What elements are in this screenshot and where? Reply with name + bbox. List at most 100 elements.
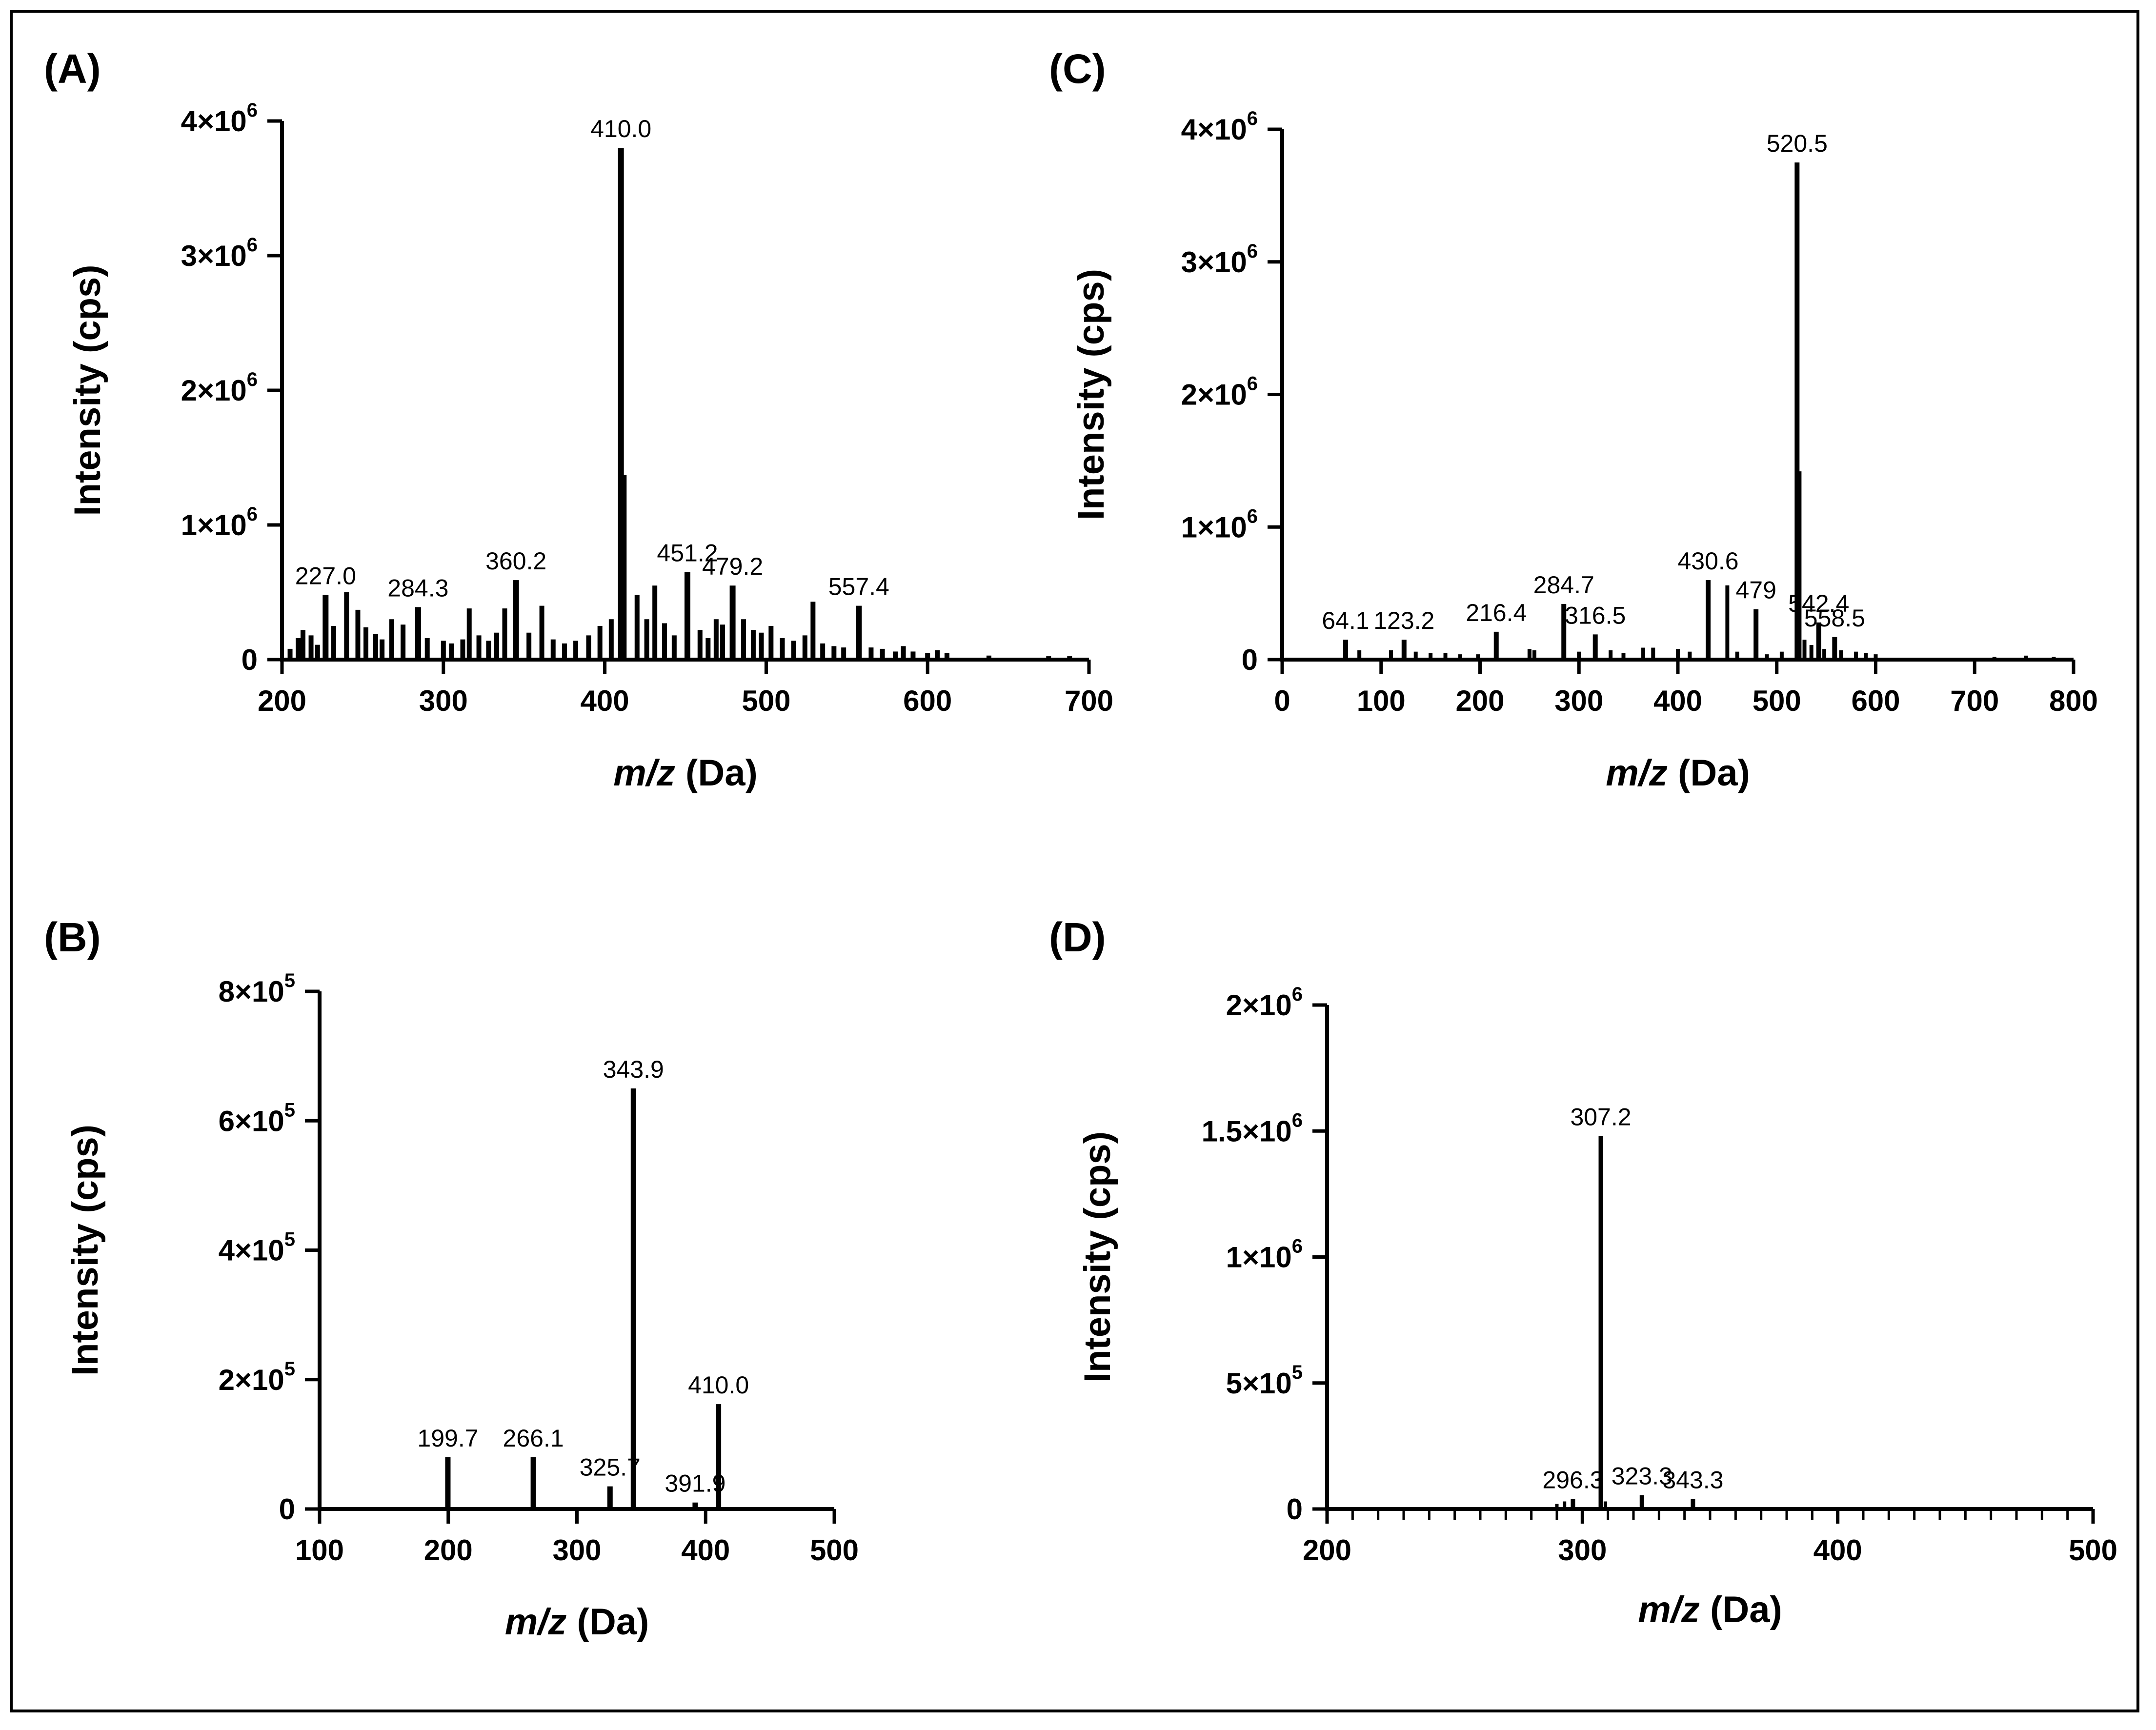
x-axis-title-italic: m/z	[1638, 1589, 1700, 1630]
peak-label: 343.3	[1662, 1466, 1723, 1493]
y-tick-base: 3×10	[181, 240, 247, 272]
y-tick-label: 3×106	[181, 234, 258, 272]
panel-label: (C)	[1049, 46, 1106, 92]
y-tick-exponent: 6	[1247, 108, 1258, 129]
x-tick-label: 800	[2049, 684, 2098, 717]
x-axis-title: m/z (Da)	[505, 1601, 649, 1643]
peak-label: 343.9	[603, 1056, 664, 1083]
x-tick-label: 600	[903, 684, 952, 717]
y-tick-base: 8×10	[219, 975, 284, 1008]
x-tick-label: 700	[1065, 684, 1113, 717]
y-tick-exponent: 6	[1247, 505, 1258, 527]
y-tick-label: 2×106	[1181, 373, 1258, 411]
y-tick-exponent: 6	[247, 503, 258, 525]
y-tick-base: 2×10	[219, 1364, 284, 1396]
x-axis-title-unit: (Da)	[675, 752, 758, 794]
peak-label: 307.2	[1570, 1104, 1631, 1131]
y-tick-exponent: 6	[1247, 241, 1258, 262]
peak-label: 316.5	[1565, 602, 1626, 629]
peak-label: 558.5	[1804, 604, 1865, 632]
y-tick-base: 2×10	[1226, 989, 1292, 1022]
y-tick-base: 1×10	[1226, 1241, 1292, 1274]
y-tick-base: 0	[1287, 1493, 1303, 1526]
x-axis-title-italic: m/z	[505, 1601, 567, 1643]
peak-label: 479	[1735, 577, 1776, 604]
peak-label: 542.4	[1788, 590, 1849, 617]
x-tick-label: 200	[258, 684, 306, 717]
y-tick-label: 1.5×106	[1202, 1109, 1303, 1147]
x-tick-label: 200	[1303, 1534, 1351, 1567]
peak-label: 520.5	[1767, 130, 1828, 157]
peak-label: 325.7	[580, 1454, 641, 1481]
peak-label: 391.9	[665, 1470, 725, 1497]
y-tick-base: 1.5×10	[1202, 1115, 1292, 1147]
y-tick-label: 0	[242, 644, 258, 676]
peak-label: 430.6	[1677, 547, 1738, 575]
x-tick-label: 100	[295, 1534, 344, 1567]
peak-label: 360.2	[485, 547, 546, 575]
chart-panel-b: (B) 199.7 266.1 325.7 343.9 391.9 410.0 100 200 3…	[44, 914, 859, 1643]
x-axis-title-unit: (Da)	[566, 1601, 649, 1643]
y-tick-label: 3×106	[1181, 241, 1258, 279]
y-axis-title: Intensity (cps)	[1077, 1131, 1118, 1383]
y-tick-base: 3×10	[1181, 246, 1247, 279]
y-tick-label: 5×105	[1226, 1362, 1303, 1400]
x-tick-label: 400	[681, 1534, 730, 1567]
peak-label: 284.3	[387, 574, 448, 602]
y-tick-base: 1×10	[1181, 511, 1247, 543]
y-tick-base: 4×10	[1181, 113, 1247, 146]
peak-label: 227.0	[295, 563, 356, 590]
x-axis-title-unit: (Da)	[1668, 752, 1750, 794]
peak-label: 199.7	[417, 1425, 478, 1452]
panel-label: (A)	[44, 46, 101, 92]
x-axis-title: m/z (Da)	[613, 752, 758, 794]
x-axis-title-unit: (Da)	[1700, 1589, 1782, 1630]
peak-label: 266.1	[503, 1425, 564, 1452]
y-tick-label: 4×106	[181, 100, 258, 138]
y-tick-exponent: 5	[284, 970, 295, 991]
x-tick-label: 600	[1851, 684, 1900, 717]
y-axis-title: Intensity (cps)	[67, 264, 108, 516]
y-tick-exponent: 5	[1292, 1362, 1303, 1383]
y-tick-label: 1×106	[1226, 1236, 1303, 1274]
x-tick-label: 400	[581, 684, 629, 717]
y-tick-exponent: 5	[284, 1358, 295, 1380]
x-tick-label: 700	[1950, 684, 1999, 717]
x-tick-label: 300	[1558, 1534, 1607, 1567]
peak-label: 410.0	[688, 1371, 749, 1399]
y-tick-base: 0	[242, 644, 258, 676]
y-tick-label: 2×106	[181, 369, 258, 407]
y-tick-exponent: 5	[284, 1099, 295, 1121]
peak-label: 64.1	[1322, 607, 1369, 634]
x-tick-label: 500	[1753, 684, 1801, 717]
peak-label: 296.3	[1542, 1466, 1603, 1493]
y-tick-base: 0	[1242, 644, 1258, 676]
x-tick-label: 200	[424, 1534, 473, 1567]
peak-label: 323.3	[1612, 1463, 1672, 1490]
y-tick-exponent: 6	[247, 100, 258, 121]
peak-label: 216.4	[1466, 599, 1527, 626]
peak-label: 123.2	[1373, 607, 1434, 634]
figure-frame	[10, 10, 2139, 1712]
x-tick-label: 400	[1653, 684, 1702, 717]
peak-label: 451.2	[657, 540, 718, 567]
x-axis-title: m/z (Da)	[1606, 752, 1750, 794]
y-tick-base: 0	[279, 1493, 295, 1526]
x-tick-label: 500	[810, 1534, 859, 1567]
x-tick-label: 400	[1813, 1534, 1862, 1567]
y-tick-label: 0	[1242, 644, 1258, 676]
y-tick-exponent: 6	[247, 234, 258, 256]
y-tick-base: 1×10	[181, 509, 247, 542]
peak-label: 410.0	[590, 115, 651, 142]
y-tick-base: 6×10	[219, 1105, 284, 1137]
y-tick-base: 2×10	[181, 374, 247, 407]
y-tick-exponent: 6	[1292, 1109, 1303, 1131]
y-tick-exponent: 6	[1292, 1236, 1303, 1257]
y-tick-exponent: 6	[247, 369, 258, 390]
y-tick-label: 0	[1287, 1493, 1303, 1526]
y-tick-exponent: 5	[284, 1229, 295, 1250]
x-tick-label: 0	[1274, 684, 1290, 717]
